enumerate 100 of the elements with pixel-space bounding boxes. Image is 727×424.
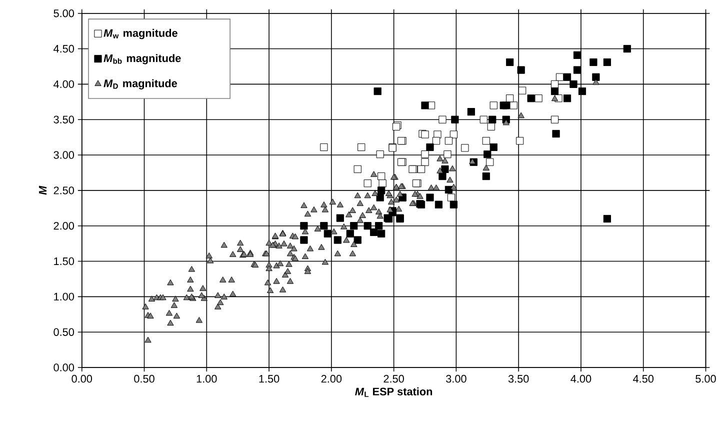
x-axis-title: M$_{L}$ ESP station: [355, 387, 432, 397]
point: [516, 136, 524, 145]
point: [354, 236, 362, 244]
point: [378, 179, 386, 188]
point: [320, 222, 328, 230]
point: [354, 165, 362, 173]
point: [376, 194, 384, 202]
point: [502, 102, 510, 110]
point: [426, 143, 434, 151]
point: [570, 80, 578, 88]
y-tick-label: 4.50: [54, 44, 74, 53]
x-tick-label: 3.50: [508, 374, 529, 383]
x-tick-label: 3.00: [446, 374, 466, 383]
x-tick-label: 4.50: [633, 374, 654, 383]
point: [441, 165, 449, 173]
point: [350, 222, 358, 230]
point: [451, 116, 459, 124]
y-tick-label: 2.50: [54, 186, 74, 194]
point: [490, 143, 498, 151]
y-tick-label: 5.00: [54, 9, 74, 18]
point: [434, 200, 443, 208]
x-tick-label: 0.00: [72, 374, 92, 383]
y-axis-title: M: [39, 186, 47, 195]
point: [421, 158, 429, 166]
point: [467, 108, 475, 116]
point: [374, 87, 382, 95]
point: [421, 130, 429, 138]
x-tick-label: 2.50: [384, 374, 404, 383]
point: [563, 73, 572, 81]
point: [573, 66, 582, 74]
point: [421, 150, 429, 158]
point: [450, 130, 458, 138]
point: [334, 236, 342, 244]
point: [376, 150, 384, 158]
point: [370, 228, 378, 236]
x-tick-label: 1.00: [196, 374, 217, 383]
point: [324, 230, 332, 238]
point: [320, 143, 328, 151]
point: [375, 222, 383, 230]
y-tick-label: 0.00: [54, 364, 74, 372]
point: [432, 136, 440, 145]
point: [486, 158, 494, 166]
point: [480, 116, 488, 124]
x-tick-label: 5.00: [696, 374, 716, 383]
x-tick-label: 2.00: [321, 374, 342, 383]
point: [447, 194, 456, 202]
x-tick-label: 1.50: [259, 374, 280, 383]
y-tick-label: 2.00: [54, 222, 74, 230]
point: [550, 80, 559, 88]
point: [438, 116, 446, 124]
point: [592, 73, 600, 81]
point: [490, 102, 498, 110]
point: [438, 172, 446, 180]
point: [346, 230, 354, 238]
point: [300, 236, 308, 244]
point: [590, 58, 598, 66]
x-tick-label: 4.00: [570, 374, 592, 383]
point: [563, 94, 572, 102]
y-tick-label: 0.50: [54, 328, 74, 336]
point: [506, 58, 514, 66]
point: [506, 94, 514, 102]
point: [364, 222, 372, 230]
y-tick-label: 1.50: [54, 257, 74, 266]
y-tick-label: 3.00: [54, 151, 74, 159]
point: [426, 194, 434, 202]
point: [552, 130, 560, 138]
point: [623, 44, 631, 52]
legend-label: M$_{bb}$ magnitude: [104, 54, 181, 64]
point: [378, 230, 386, 238]
point: [378, 186, 386, 194]
point: [482, 172, 490, 180]
point: [550, 116, 559, 124]
point: [517, 66, 525, 74]
point: [550, 87, 559, 95]
point: [358, 143, 366, 151]
point: [487, 122, 495, 130]
y-tick-label: 3.50: [54, 116, 74, 124]
y-tick-label: 4.00: [54, 80, 74, 88]
point: [484, 150, 492, 158]
point: [527, 94, 535, 102]
point: [534, 94, 542, 102]
point: [573, 51, 582, 59]
point: [518, 86, 526, 94]
point: [461, 144, 469, 152]
point: [421, 102, 429, 110]
point: [364, 179, 372, 188]
point: [450, 200, 458, 208]
point: [378, 172, 386, 180]
legend-label: M$_{w}$ magnitude: [104, 28, 178, 40]
point: [603, 58, 611, 66]
point: [444, 136, 453, 145]
point: [510, 102, 518, 110]
point: [336, 214, 344, 222]
point: [300, 222, 308, 230]
point: [488, 116, 496, 124]
point: [482, 136, 490, 145]
point: [444, 150, 452, 158]
point: [603, 214, 611, 222]
x-tick-label: 0.50: [134, 374, 154, 383]
point: [556, 73, 564, 81]
